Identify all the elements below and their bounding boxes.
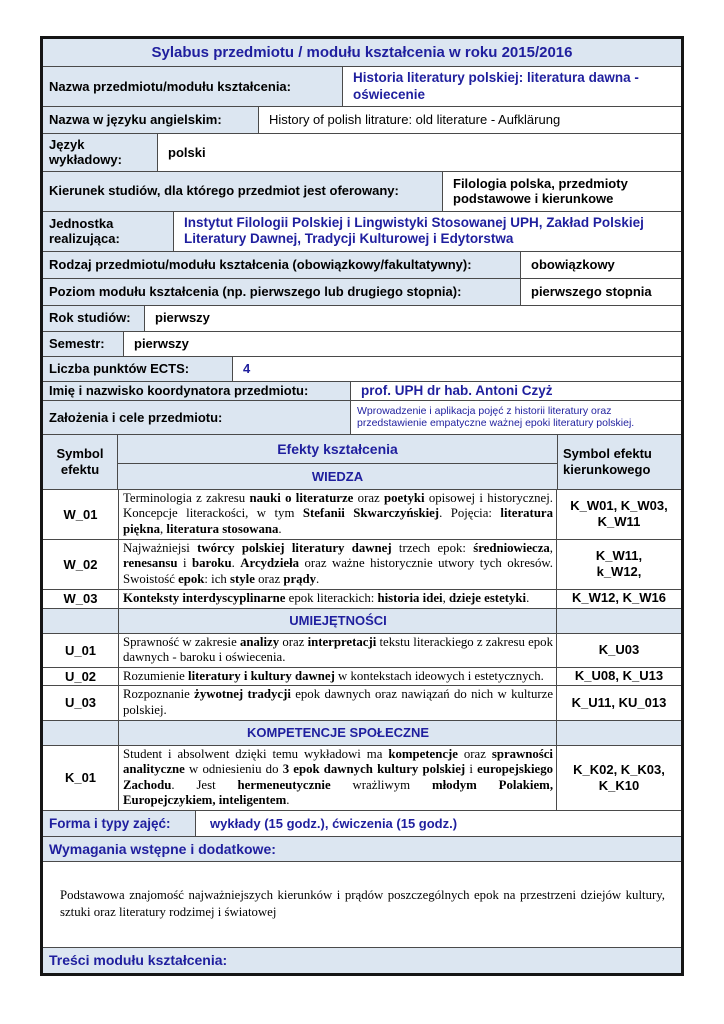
field-value: pierwszy <box>145 305 681 331</box>
effect-symbol: W_01 <box>43 489 119 539</box>
field-label: Założenia i cele przedmiotu: <box>43 400 351 434</box>
effect-codes: K_U11, KU_013 <box>556 686 681 720</box>
field-value: wykłady (15 godz.), ćwiczenia (15 godz.) <box>196 810 681 836</box>
field-label: Forma i typy zajęć: <box>43 810 196 836</box>
effect-description: Konteksty interdyscyplinarne epok litera… <box>123 590 530 605</box>
field-label: Nazwa w języku angielskim: <box>43 107 259 133</box>
field-label: Jednostka realizująca: <box>43 211 174 251</box>
section-spacer-left <box>43 720 119 745</box>
effect-codes: K_W12, K_W16 <box>556 589 681 608</box>
effect-row-w01: W_01 Terminologia z zakresu nauki o lite… <box>43 489 681 540</box>
field-value: History of polish litrature: old literat… <box>259 107 681 133</box>
effects-section-kompetencje: KOMPETENCJE SPOŁECZNE <box>43 720 681 746</box>
effects-title: Efekty kształcenia <box>118 434 557 464</box>
field-value: Wprowadzenie i aplikacja pojęć z histori… <box>351 400 681 434</box>
document-title: Sylabus przedmiotu / modułu kształcenia … <box>151 44 573 61</box>
effects-symbol-header: Symbol efektu <box>43 434 118 489</box>
effects-directional-header: Symbol efektu kierunkowego <box>557 434 681 489</box>
field-value: pierwszy <box>124 331 681 356</box>
effects-header: Symbol efektu Efekty kształcenia WIEDZA … <box>43 434 681 490</box>
field-label: Poziom modułu kształcenia (np. pierwszeg… <box>43 278 521 305</box>
effect-description: Rozumienie literatury i kultury dawnej w… <box>123 668 544 683</box>
field-label: Nazwa przedmiotu/modułu kształcenia: <box>43 67 343 106</box>
section-spacer-right <box>556 608 681 633</box>
effect-description: Rozpoznanie żywotnej tradycji epok dawny… <box>123 687 553 717</box>
field-value: obowiązkowy <box>521 251 681 278</box>
section-title-cell: UMIEJĘTNOŚCI <box>119 608 556 633</box>
effect-row-w02: W_02 Najważniejsi twórcy polskiej litera… <box>43 539 681 590</box>
effect-row-k01: K_01 Student i absolwent dzięki temu wyk… <box>43 745 681 811</box>
field-value: 4 <box>233 356 681 381</box>
effect-codes: K_U08, K_U13 <box>556 667 681 686</box>
prerequisites-header: Wymagania wstępne i dodatkowe: <box>43 836 681 862</box>
row-english-name: Nazwa w języku angielskim: History of po… <box>43 107 681 134</box>
row-study-year: Rok studiów: pierwszy <box>43 305 681 332</box>
field-value: Filologia polska, przedmioty podstawowe … <box>443 171 681 211</box>
effect-codes: K_W01, K_W03, K_W11 <box>556 489 681 539</box>
effect-symbol: U_03 <box>43 686 119 720</box>
prerequisites-content: Podstawowa znajomość najważniejszych kie… <box>43 861 681 948</box>
field-value: Instytut Filologii Polskiej i Lingwistyk… <box>174 211 681 251</box>
effect-codes: K_U03 <box>556 633 681 667</box>
effect-description: Sprawność w zakresie analizy oraz interp… <box>123 634 553 665</box>
syllabus-table: Sylabus przedmiotu / modułu kształcenia … <box>40 36 684 976</box>
field-value: prof. UPH dr hab. Antoni Czyż <box>351 381 681 400</box>
effects-mid-header: Efekty kształcenia WIEDZA <box>118 434 557 489</box>
row-coordinator: Imię i nazwisko koordynatora przedmiotu:… <box>43 381 681 401</box>
field-value: polski <box>158 134 681 171</box>
field-label: Język wykładowy: <box>43 134 158 171</box>
field-value: pierwszego stopnia <box>521 278 681 305</box>
effect-symbol: U_02 <box>43 667 119 686</box>
effect-row-w03: W_03 Konteksty interdyscyplinarne epok l… <box>43 589 681 609</box>
effect-symbol: W_03 <box>43 589 119 608</box>
field-label: Liczba punktów ECTS: <box>43 356 233 381</box>
section-spacer-right <box>556 720 681 745</box>
row-level: Poziom modułu kształcenia (np. pierwszeg… <box>43 278 681 306</box>
field-label: Imię i nazwisko koordynatora przedmiotu: <box>43 381 351 400</box>
effect-description: Student i absolwent dzięki temu wykładow… <box>123 746 554 808</box>
effects-section-umiejetnosci: UMIEJĘTNOŚCI <box>43 608 681 634</box>
row-ects: Liczba punktów ECTS: 4 <box>43 356 681 382</box>
effects-section-wiedza: WIEDZA <box>118 463 557 489</box>
effect-codes: K_W11, k_W12, <box>556 539 681 589</box>
effect-codes: K_K02, K_K03, K_K10 <box>556 745 681 810</box>
row-study-field: Kierunek studiów, dla którego przedmiot … <box>43 171 681 212</box>
effect-symbol: U_01 <box>43 633 119 667</box>
effect-description: Terminologia z zakresu nauki o literatur… <box>123 490 554 537</box>
title-row: Sylabus przedmiotu / modułu kształcenia … <box>43 39 681 67</box>
row-course-type: Rodzaj przedmiotu/modułu kształcenia (ob… <box>43 251 681 279</box>
field-label: Rok studiów: <box>43 305 145 331</box>
row-semester: Semestr: pierwszy <box>43 331 681 357</box>
row-unit: Jednostka realizująca: Instytut Filologi… <box>43 211 681 252</box>
row-class-forms: Forma i typy zajęć: wykłady (15 godz.), … <box>43 810 681 837</box>
row-objectives: Założenia i cele przedmiotu: Wprowadzeni… <box>43 400 681 435</box>
row-language: Język wykładowy: polski <box>43 134 681 172</box>
effect-symbol: K_01 <box>43 745 119 810</box>
section-spacer-left <box>43 608 119 633</box>
section-title-cell: KOMPETENCJE SPOŁECZNE <box>119 720 556 745</box>
effect-symbol: W_02 <box>43 539 119 589</box>
row-course-name: Nazwa przedmiotu/modułu kształcenia: His… <box>43 67 681 107</box>
field-label: Kierunek studiów, dla którego przedmiot … <box>43 171 443 211</box>
effect-row-u01: U_01 Sprawność w zakresie analizy oraz i… <box>43 633 681 668</box>
effect-description: Najważniejsi twórcy polskiej literatury … <box>123 540 553 586</box>
effect-row-u03: U_03 Rozpoznanie żywotnej tradycji epok … <box>43 686 681 721</box>
field-label: Semestr: <box>43 331 124 356</box>
field-label: Rodzaj przedmiotu/modułu kształcenia (ob… <box>43 251 521 278</box>
module-content-header: Treści modułu kształcenia: <box>43 947 681 973</box>
effect-row-u02: U_02 Rozumienie literatury i kultury daw… <box>43 667 681 687</box>
field-value: Historia literatury polskiej: literatura… <box>343 67 681 106</box>
